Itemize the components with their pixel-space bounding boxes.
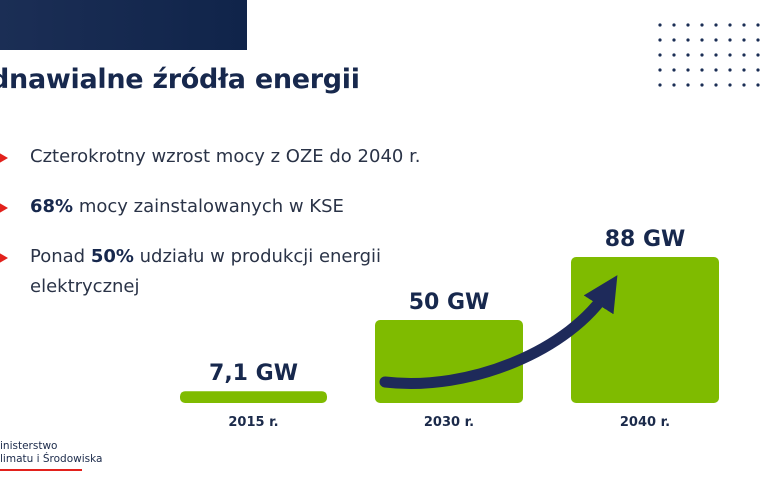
decor-dot xyxy=(672,68,676,72)
bullet-arrow-icon xyxy=(0,201,8,215)
decor-dot xyxy=(714,53,718,57)
ministry-logo: inisterstwo limatu i Środowiska xyxy=(0,440,102,471)
decor-dot xyxy=(700,83,704,87)
category-label: 2015 r. xyxy=(228,415,278,430)
decor-dot xyxy=(714,38,718,42)
decor-dot xyxy=(672,83,676,87)
decor-dot xyxy=(658,68,662,72)
bullet-arrow-icon xyxy=(0,151,8,165)
decor-dot xyxy=(742,83,746,87)
decor-dot xyxy=(700,23,704,27)
decor-dot xyxy=(756,38,760,42)
logo-rule xyxy=(0,469,82,471)
decor-dot xyxy=(700,68,704,72)
bullet-item: Ponad 50% udziału w produkcji energii el… xyxy=(0,242,440,302)
header-bar xyxy=(0,0,247,50)
bullet-text: Ponad xyxy=(30,246,91,267)
decor-dot xyxy=(686,53,690,57)
bullet-item: 68% mocy zainstalowanych w KSE xyxy=(0,192,440,222)
category-label: 2040 r. xyxy=(620,415,670,430)
decor-dot xyxy=(658,53,662,57)
decor-dot xyxy=(700,38,704,42)
decor-dot xyxy=(714,83,718,87)
decor-dot xyxy=(742,68,746,72)
bullet-highlight: 50% xyxy=(90,246,134,267)
decor-dot xyxy=(756,83,760,87)
bullet-text: mocy zainstalowanych w KSE xyxy=(73,196,344,217)
decor-dot xyxy=(714,68,718,72)
decor-dot xyxy=(686,83,690,87)
decor-dot xyxy=(728,53,732,57)
decor-dot xyxy=(742,53,746,57)
decor-dot xyxy=(672,38,676,42)
bar-2 xyxy=(571,257,719,403)
bullet-item: Czterokrotny wzrost mocy z OZE do 2040 r… xyxy=(0,142,440,172)
decor-dot xyxy=(756,23,760,27)
bullet-text: udziału w produkcji energii elektrycznej xyxy=(30,246,382,297)
decor-dot xyxy=(728,23,732,27)
bar-1 xyxy=(375,320,523,403)
decor-dot xyxy=(714,23,718,27)
bullet-arrow-icon xyxy=(0,251,8,265)
decor-dot xyxy=(742,38,746,42)
decor-dot xyxy=(756,53,760,57)
dot-grid-decoration xyxy=(658,23,760,87)
decor-dot xyxy=(700,53,704,57)
decor-dot xyxy=(728,83,732,87)
bar-0 xyxy=(180,391,327,403)
decor-dot xyxy=(686,38,690,42)
bullet-list: Czterokrotny wzrost mocy z OZE do 2040 r… xyxy=(0,142,440,322)
bar-value-label: 7,1 GW xyxy=(209,361,298,386)
logo-line-2: limatu i Środowiska xyxy=(0,453,103,465)
decor-dot xyxy=(658,38,662,42)
logo-line-1: inisterstwo xyxy=(0,440,58,452)
decor-dot xyxy=(686,23,690,27)
decor-dot xyxy=(728,68,732,72)
decor-dot xyxy=(756,68,760,72)
slide-title: dnawialne źródła energii xyxy=(0,64,360,95)
decor-dot xyxy=(672,53,676,57)
bullet-highlight: 68% xyxy=(30,196,74,217)
decor-dot xyxy=(658,83,662,87)
bar-value-label: 88 GW xyxy=(605,227,686,252)
decor-dot xyxy=(672,23,676,27)
bullet-text: Czterokrotny wzrost mocy z OZE do 2040 r… xyxy=(30,146,421,167)
decor-dot xyxy=(686,68,690,72)
decor-dot xyxy=(742,23,746,27)
decor-dot xyxy=(728,38,732,42)
category-label: 2030 r. xyxy=(424,415,474,430)
decor-dot xyxy=(658,23,662,27)
